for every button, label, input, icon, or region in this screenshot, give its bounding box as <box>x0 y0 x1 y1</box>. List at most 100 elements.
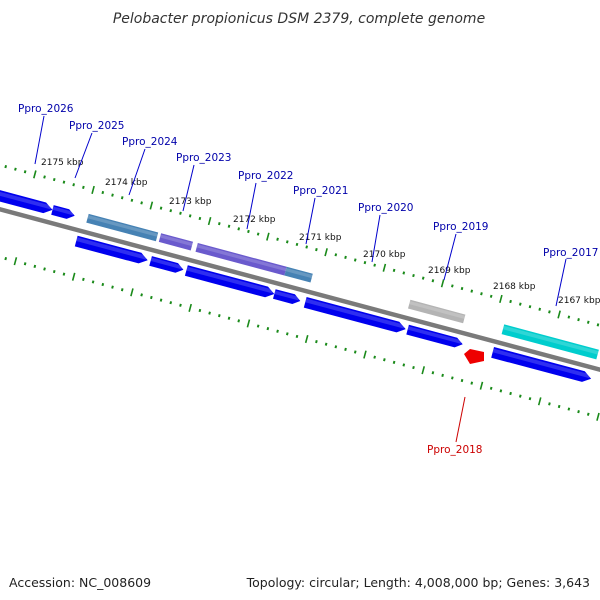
minor-tick <box>237 319 241 323</box>
callout-line <box>128 148 146 196</box>
major-tick <box>149 201 154 210</box>
gene-label-ppro-2018[interactable]: Ppro_2018 <box>427 444 482 456</box>
minor-tick <box>392 268 396 272</box>
gene-ppro-2023-arrow[interactable] <box>149 256 184 273</box>
gene-ppro-2025-arrow[interactable] <box>51 205 75 219</box>
callout-line <box>246 182 257 230</box>
minor-tick <box>295 242 299 247</box>
minor-tick <box>208 311 211 315</box>
minor-tick <box>23 170 27 174</box>
minor-tick <box>101 282 105 287</box>
major-tick <box>596 412 600 421</box>
minor-tick <box>14 167 17 171</box>
gene-ppro-2023-cog[interactable] <box>158 233 193 251</box>
minor-tick <box>451 376 454 380</box>
minor-tick <box>82 277 85 281</box>
accession-text: Accession: NC_008609 <box>9 575 151 590</box>
minor-tick <box>247 229 250 234</box>
minor-tick <box>169 301 173 305</box>
gene-ppro-2017-arrow[interactable] <box>491 347 592 382</box>
gene-ppro-2022-cog[interactable] <box>195 243 287 276</box>
map-title: Pelobacter propionicus DSM 2379, complet… <box>113 11 485 27</box>
gene-label-ppro-2024[interactable]: Ppro_2024 <box>122 136 178 148</box>
minor-tick <box>538 307 542 311</box>
gene-ppro-2019-cog[interactable] <box>408 299 466 324</box>
minor-tick <box>227 224 231 228</box>
gene-ppro-2024-cog[interactable] <box>86 213 159 242</box>
major-tick <box>130 288 134 297</box>
minor-tick <box>43 267 46 271</box>
minor-tick <box>130 198 134 202</box>
minor-tick <box>470 381 474 385</box>
minor-tick <box>33 264 37 268</box>
callout-line <box>74 132 93 179</box>
gene-ppro-2018-rna[interactable] <box>464 349 484 364</box>
minor-tick <box>421 276 425 280</box>
minor-tick <box>577 410 580 414</box>
minor-tick <box>480 292 483 296</box>
minor-tick <box>373 355 376 359</box>
minor-tick <box>23 262 27 266</box>
minor-tick <box>460 378 464 383</box>
minor-tick <box>198 216 202 221</box>
minor-tick <box>169 209 173 213</box>
major-tick <box>421 366 426 375</box>
major-tick <box>363 350 367 359</box>
minor-tick <box>159 298 163 302</box>
callout-line <box>34 115 45 165</box>
minor-tick <box>528 305 532 309</box>
minor-tick <box>489 294 493 298</box>
minor-tick <box>586 320 590 324</box>
gene-ppro-2021-cog[interactable] <box>284 266 313 283</box>
gene-label-ppro-2019[interactable]: Ppro_2019 <box>433 221 488 233</box>
minor-tick <box>383 358 386 362</box>
gene-label-ppro-2021[interactable]: Ppro_2021 <box>293 185 348 197</box>
minor-tick <box>586 412 590 416</box>
genome-backbone <box>0 207 600 372</box>
gene-ppro-2021-arrow[interactable] <box>273 289 301 304</box>
minor-tick <box>344 347 347 352</box>
kbp-label: 2167 kbp <box>558 296 600 306</box>
gene-ppro-2017-cog[interactable] <box>501 324 599 360</box>
minor-tick <box>324 342 328 346</box>
minor-tick <box>499 389 503 393</box>
gene-label-ppro-2022[interactable]: Ppro_2022 <box>238 170 293 182</box>
minor-tick <box>363 260 367 265</box>
topology-text: Topology: circular; Length: 4,008,000 bp… <box>246 575 590 590</box>
gene-ppro-2020-arrow[interactable] <box>303 297 406 333</box>
minor-tick <box>82 185 85 189</box>
minor-tick <box>334 253 338 257</box>
minor-tick <box>548 402 551 406</box>
minor-tick <box>596 323 600 327</box>
minor-tick <box>285 240 289 244</box>
gene-ppro-2019-arrow[interactable] <box>406 324 463 348</box>
gene-label-ppro-2020[interactable]: Ppro_2020 <box>358 202 413 214</box>
gene-ppro-2026-arrow[interactable] <box>0 188 53 214</box>
minor-tick <box>159 206 163 210</box>
minor-tick <box>91 280 95 284</box>
minor-tick <box>52 177 56 182</box>
minor-tick <box>528 397 532 401</box>
minor-tick <box>509 299 512 304</box>
gene-ppro-2022-arrow[interactable] <box>184 265 275 298</box>
gene-label-ppro-2017[interactable]: Ppro_2017 <box>543 247 598 259</box>
minor-tick <box>305 245 309 249</box>
minor-tick <box>489 386 493 390</box>
gene-label-ppro-2026[interactable]: Ppro_2026 <box>18 103 74 115</box>
minor-tick <box>62 180 66 184</box>
major-tick <box>499 294 503 303</box>
callout-line <box>443 233 457 281</box>
minor-tick <box>256 324 260 328</box>
gene-label-ppro-2025[interactable]: Ppro_2025 <box>69 120 124 132</box>
minor-tick <box>72 183 76 187</box>
gene-ppro-2024-arrow[interactable] <box>74 235 148 264</box>
gene-label-ppro-2023[interactable]: Ppro_2023 <box>176 152 231 164</box>
kbp-label: 2169 kbp <box>428 266 471 276</box>
minor-tick <box>334 345 338 349</box>
minor-tick <box>353 350 357 354</box>
major-tick <box>440 279 445 288</box>
gene-labels: Ppro_2026 Ppro_2025 Ppro_2024 Ppro_2023 … <box>18 103 598 456</box>
minor-tick <box>518 302 522 306</box>
kbp-label: 2170 kbp <box>363 250 406 260</box>
minor-tick <box>4 256 8 261</box>
